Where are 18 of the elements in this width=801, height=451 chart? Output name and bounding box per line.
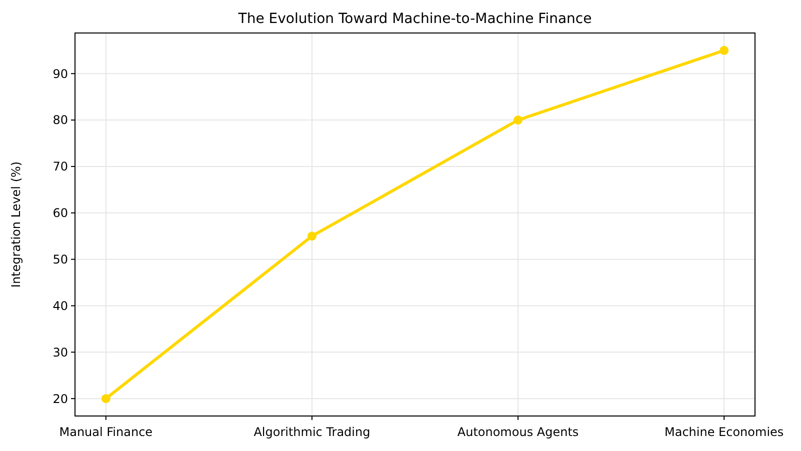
point [720,46,729,55]
x-tick-label: Algorithmic Trading [254,425,370,439]
y-tick-label: 20 [52,392,68,406]
y-tick-label: 70 [52,160,68,174]
x-tick-label: Autonomous Agents [457,425,579,439]
x-tick-label: Machine Economies [664,425,784,439]
point [514,116,523,125]
y-tick-label: 60 [52,206,68,220]
point [101,394,110,404]
y-tick-label: 90 [52,66,68,81]
y-tick-label: 80 [52,113,68,128]
y-axis-title: Integration Level (%) [9,161,23,288]
x-tick-label: Manual Finance [59,425,153,439]
point [307,232,316,241]
y-tick-label: 30 [52,345,68,360]
chart-title: The Evolution Toward Machine-to-Machine Finance [237,11,592,27]
y-tick-label: 40 [52,298,68,313]
y-tick-label: 50 [52,252,68,267]
